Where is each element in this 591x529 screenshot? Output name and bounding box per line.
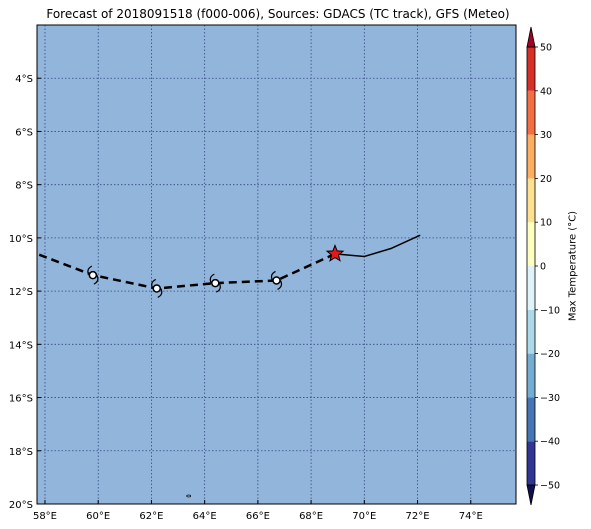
colorbar: 50 40 30 20 10 0 −10 −20 −30 −40 −50 xyxy=(526,26,560,506)
colorbar-tick-label: −10 xyxy=(540,305,560,316)
colorbar-extend-max xyxy=(526,26,536,48)
storm-arm xyxy=(93,274,99,285)
storm-center xyxy=(211,278,220,288)
lon-tick-label: 64°E xyxy=(193,511,217,522)
lat-tick-label: 10°S xyxy=(9,234,33,245)
map-panel: 58°E 60°E 62°E 64°E 66°E 68°E 70°E 72°E 74°E 4°S 6… xyxy=(9,24,517,522)
storm-arm xyxy=(277,280,283,291)
colorbar-tick-label: −30 xyxy=(540,393,560,404)
lon-tick-label: 70°E xyxy=(352,511,376,522)
map-frame xyxy=(36,24,517,505)
colorbar-tick-label: −50 xyxy=(540,481,560,492)
lat-tick-label: 16°S xyxy=(9,394,33,405)
colorbar-label: Max Temperature (°C) xyxy=(567,210,579,322)
tropical-storm-icon xyxy=(87,265,99,285)
storm-arm xyxy=(157,288,163,298)
colorbar-tick-label: 10 xyxy=(540,218,552,229)
observed-track-line xyxy=(334,234,421,258)
lat-tick-label: 12°S xyxy=(9,287,33,298)
colorbar-bin xyxy=(527,266,535,310)
colorbar-bin xyxy=(527,309,535,354)
lon-tick-label: 60°E xyxy=(86,511,110,522)
map-title: Forecast of 2018091518 (f000-006), Sourc… xyxy=(46,7,510,21)
storm-arm xyxy=(270,270,276,281)
lat-tick-label: 20°S xyxy=(9,500,33,511)
lat-tick-label: 14°S xyxy=(9,340,33,351)
colorbar-tick-label: 0 xyxy=(540,262,546,273)
colorbar-bin xyxy=(527,222,535,266)
colorbar-bin xyxy=(527,90,535,135)
lon-tick-label: 66°E xyxy=(246,511,270,522)
lat-tick-label: 18°S xyxy=(9,447,33,458)
tropical-storm-icon xyxy=(270,270,283,291)
forecast-track-line xyxy=(36,252,336,290)
storm-arm xyxy=(216,282,221,293)
colorbar-tick-label: −40 xyxy=(540,437,560,448)
colorbar-tick-label: 20 xyxy=(540,174,552,185)
lon-tick-label: 68°E xyxy=(299,511,323,522)
storm-arm xyxy=(151,278,157,289)
lon-tick-label: 74°E xyxy=(459,511,483,522)
colorbar-bin xyxy=(527,134,535,179)
colorbar-bin xyxy=(527,441,535,485)
colorbar-tick-label: 30 xyxy=(540,130,552,141)
colorbar-tick-label: 40 xyxy=(540,86,552,97)
lon-tick-label: 62°E xyxy=(139,511,163,522)
colorbar-bin xyxy=(527,397,535,442)
tropical-storm-icon xyxy=(151,278,163,298)
storm-arm xyxy=(87,265,93,276)
colorbar-tick-label: 50 xyxy=(540,43,552,54)
lat-tick-label: 6°S xyxy=(15,127,33,138)
lat-tick-label: 8°S xyxy=(15,181,33,192)
colorbar-extend-min xyxy=(526,484,536,506)
current-position-star-icon xyxy=(325,244,345,262)
colorbar-tick-label: −20 xyxy=(540,349,560,360)
storm-center xyxy=(272,276,281,285)
colorbar-bin xyxy=(527,353,535,398)
island-outline xyxy=(186,494,192,498)
storm-center xyxy=(152,284,161,293)
lon-tick-label: 72°E xyxy=(406,511,430,522)
storm-arm xyxy=(209,273,215,284)
storm-center xyxy=(88,270,98,280)
colorbar-bin xyxy=(527,47,535,91)
colorbar-bin xyxy=(527,178,535,223)
lat-tick-label: 4°S xyxy=(15,74,33,85)
tropical-storm-icon xyxy=(209,273,221,293)
ocean-background xyxy=(37,25,516,504)
lon-tick-label: 58°E xyxy=(33,511,57,522)
